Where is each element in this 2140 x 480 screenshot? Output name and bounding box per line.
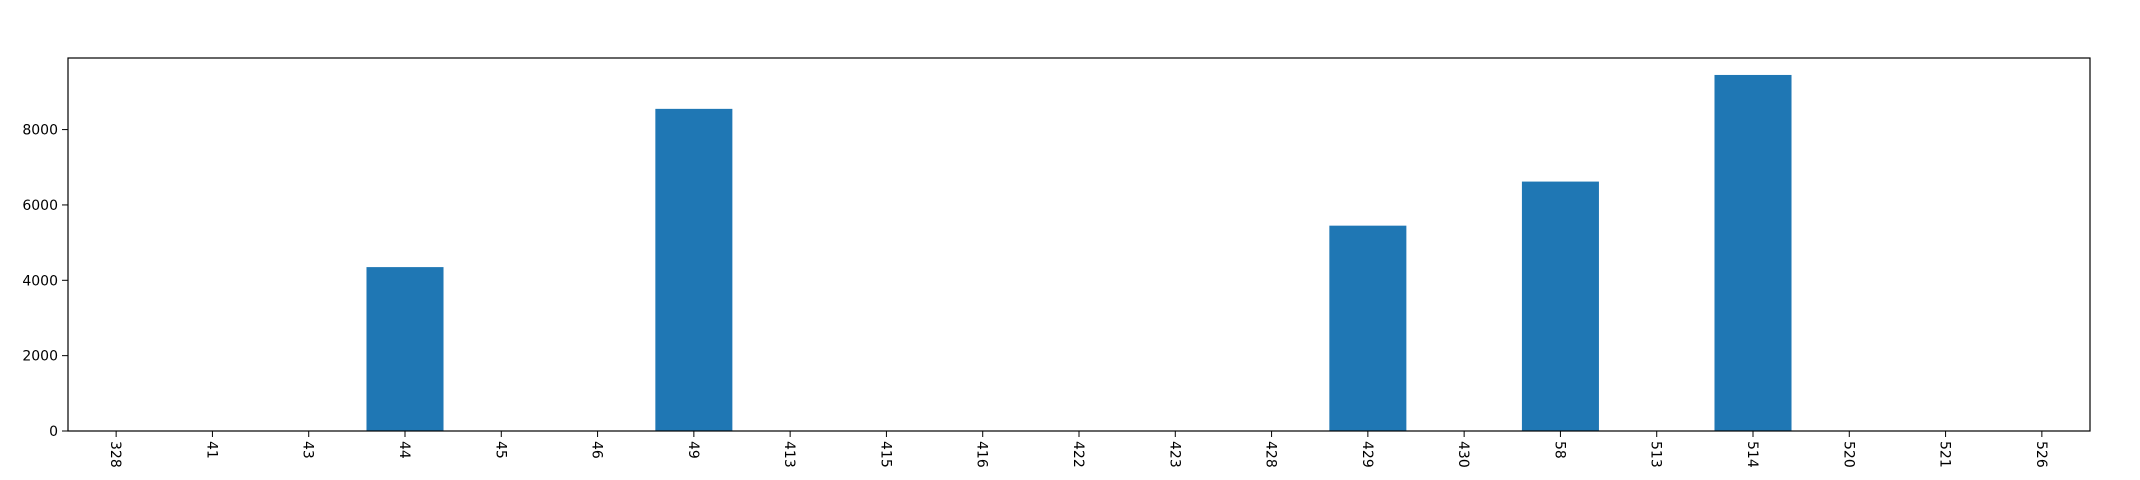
x-tick-label: 41	[203, 441, 219, 459]
bar-44	[366, 267, 444, 431]
x-tick-label: 514	[1744, 441, 1760, 468]
x-tick-label: 328	[107, 441, 123, 468]
x-tick-label: 413	[781, 441, 797, 468]
x-tick-label: 520	[1840, 441, 1856, 468]
y-tick-label: 6000	[22, 198, 58, 214]
x-tick-label: 422	[1070, 441, 1086, 468]
y-axis: 0 2000 4000 6000 8000	[22, 123, 68, 440]
x-tick-label: 45	[492, 441, 508, 459]
x-tick-label: 46	[589, 441, 605, 459]
x-tick-label: 43	[300, 441, 316, 459]
x-tick-label: 526	[2033, 441, 2049, 468]
bar-429	[1329, 225, 1407, 431]
bar-49	[655, 108, 733, 431]
x-tick-label: 521	[1937, 441, 1953, 468]
x-tick-label: 44	[396, 441, 412, 459]
plot-frame	[67, 57, 2091, 432]
x-tick-label: 49	[685, 441, 701, 459]
y-tick-label: 4000	[22, 273, 58, 289]
x-axis: 328 41 43 44 45 46 49 413 415 416 422 423 428 429 430 5…	[107, 431, 2049, 468]
y-tick-label: 8000	[22, 123, 58, 139]
bar-58	[1521, 181, 1599, 431]
x-tick-label: 429	[1359, 441, 1375, 468]
x-tick-label: 415	[877, 441, 893, 468]
x-tick-label: 416	[974, 441, 990, 468]
y-tick-label: 2000	[22, 349, 58, 365]
x-tick-label: 428	[1263, 441, 1279, 468]
x-tick-label: 513	[1648, 441, 1664, 468]
bar-514	[1714, 74, 1792, 432]
bars-group	[366, 74, 1792, 432]
x-tick-label: 58	[1551, 441, 1567, 459]
x-tick-label: 430	[1455, 441, 1471, 468]
x-tick-label: 423	[1166, 441, 1182, 468]
y-tick-label: 0	[49, 424, 58, 440]
